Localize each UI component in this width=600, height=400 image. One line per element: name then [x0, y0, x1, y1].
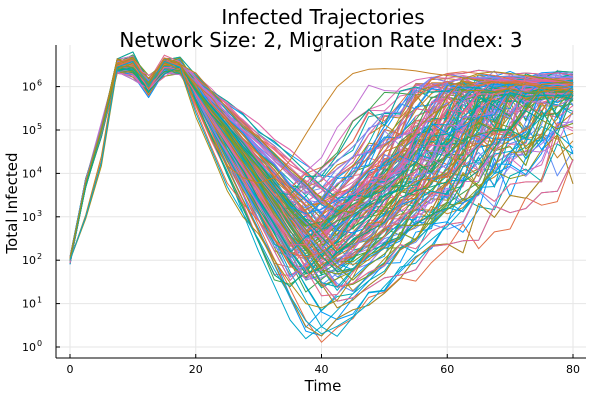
y-tick-exponent: 3: [37, 209, 42, 218]
y-tick-label: 10: [22, 211, 36, 224]
y-tick-exponent: 5: [37, 122, 42, 131]
series-line: [69, 60, 574, 335]
x-tick-label: 0: [67, 363, 74, 376]
y-tick-label: 10: [22, 124, 36, 137]
y-axis-label: Total Infected: [3, 152, 21, 254]
x-tick-label: 80: [566, 363, 580, 376]
y-tick-label: 10: [22, 254, 36, 267]
y-tick-label: 10: [22, 167, 36, 180]
series-line: [69, 62, 574, 309]
y-tick-label: 10: [22, 81, 36, 94]
y-tick-exponent: 0: [37, 339, 42, 348]
y-tick-label: 10: [22, 298, 36, 311]
y-tick-exponent: 4: [37, 165, 42, 174]
series-line: [69, 68, 574, 337]
y-tick-label: 10: [22, 341, 36, 354]
series-line: [69, 57, 574, 260]
y-tick-exponent: 1: [37, 296, 42, 305]
series-line: [69, 63, 574, 260]
chart-title: Infected Trajectories: [221, 5, 424, 29]
x-tick-label: 40: [315, 363, 329, 376]
series-line: [69, 71, 574, 280]
series-line: [69, 66, 574, 261]
x-axis-label: Time: [304, 377, 342, 395]
plot-series-group: [69, 51, 574, 343]
x-tick-label: 20: [189, 363, 203, 376]
y-tick-exponent: 2: [37, 252, 42, 261]
series-line: [69, 61, 574, 258]
x-tick-label: 60: [440, 363, 454, 376]
series-line: [69, 65, 574, 262]
y-tick-exponent: 6: [37, 79, 42, 88]
